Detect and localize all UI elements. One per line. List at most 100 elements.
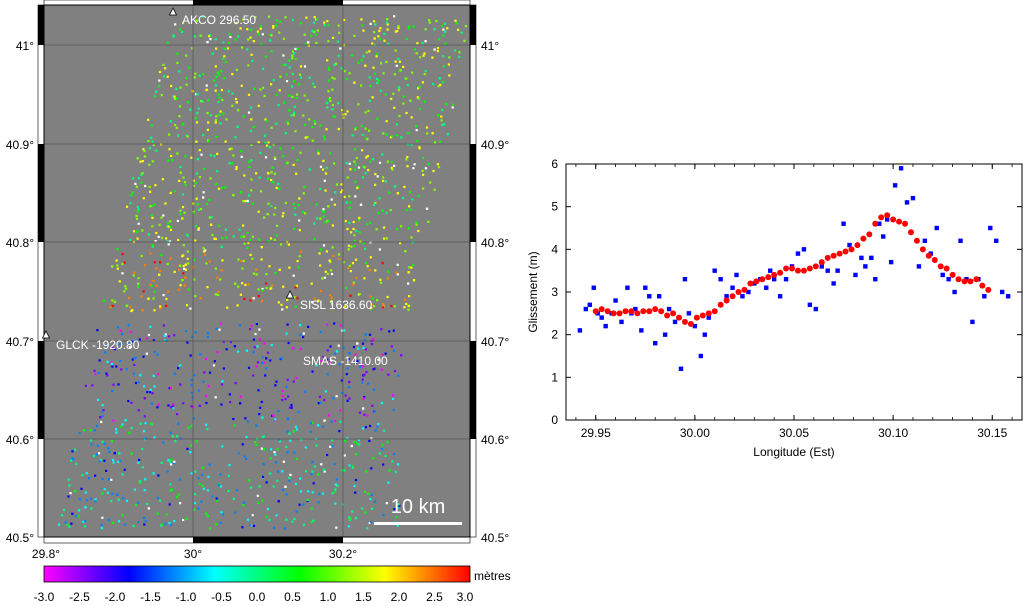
station-label-akco: AKCO 296.50	[182, 13, 256, 27]
deformation-pixel	[231, 73, 234, 76]
deformation-pixel	[220, 245, 223, 248]
deformation-pixel	[202, 250, 206, 253]
deformation-pixel	[451, 106, 454, 109]
deformation-pixel	[381, 153, 384, 156]
data-point	[676, 314, 683, 321]
deformation-pixel	[272, 181, 275, 184]
deformation-pixel	[319, 124, 322, 127]
data-point	[783, 265, 790, 272]
deformation-pixel	[153, 290, 156, 293]
deformation-pixel	[143, 523, 146, 526]
deformation-pixel	[102, 409, 105, 412]
deformation-pixel	[275, 380, 278, 383]
deformation-pixel	[405, 37, 408, 41]
deformation-pixel	[190, 156, 193, 159]
deformation-pixel	[149, 283, 152, 286]
x-tick-label: 30.15	[977, 426, 1007, 440]
deformation-pixel	[160, 461, 163, 464]
deformation-pixel	[331, 246, 334, 249]
data-point	[807, 302, 813, 307]
deformation-pixel	[264, 374, 267, 377]
deformation-pixel	[164, 202, 167, 205]
deformation-pixel	[264, 141, 267, 144]
deformation-pixel	[284, 201, 287, 205]
deformation-pixel	[219, 110, 222, 113]
deformation-pixel	[292, 163, 295, 166]
data-point	[591, 285, 596, 290]
deformation-pixel	[340, 379, 343, 382]
deformation-pixel	[242, 18, 245, 21]
deformation-pixel	[209, 154, 213, 157]
deformation-pixel	[417, 229, 420, 233]
deformation-pixel	[293, 296, 296, 299]
deformation-pixel	[181, 193, 185, 196]
lat-label-40-5-right: 40.5°	[481, 531, 509, 545]
deformation-pixel	[334, 191, 337, 194]
deformation-pixel	[222, 367, 225, 370]
deformation-pixel	[216, 351, 219, 354]
data-point	[873, 277, 878, 282]
deformation-pixel	[312, 482, 315, 485]
deformation-pixel	[246, 199, 249, 202]
deformation-pixel	[255, 443, 258, 446]
deformation-pixel	[250, 118, 253, 121]
deformation-pixel	[326, 106, 329, 109]
y-tick-label: 5	[551, 200, 558, 214]
deformation-pixel	[243, 455, 246, 458]
deformation-pixel	[345, 161, 348, 165]
deformation-pixel	[274, 453, 277, 456]
deformation-pixel	[161, 236, 164, 240]
deformation-pixel	[442, 80, 445, 83]
deformation-pixel	[285, 332, 288, 335]
deformation-pixel	[161, 178, 164, 181]
deformation-pixel	[261, 499, 264, 502]
deformation-pixel	[457, 28, 460, 31]
deformation-pixel	[155, 231, 158, 235]
deformation-pixel	[243, 242, 246, 245]
deformation-pixel	[57, 523, 61, 526]
deformation-pixel	[354, 517, 358, 520]
deformation-pixel	[137, 521, 140, 524]
deformation-pixel	[202, 15, 205, 18]
deformation-pixel	[190, 424, 193, 428]
deformation-pixel	[311, 470, 314, 473]
deformation-pixel	[273, 172, 276, 175]
deformation-pixel	[348, 386, 351, 389]
deformation-pixel	[162, 294, 165, 297]
deformation-pixel	[138, 480, 142, 483]
deformation-pixel	[356, 185, 360, 188]
deformation-pixel	[260, 258, 263, 261]
deformation-pixel	[384, 352, 387, 355]
deformation-pixel	[166, 262, 169, 266]
deformation-pixel	[225, 348, 228, 351]
deformation-pixel	[254, 16, 257, 19]
deformation-pixel	[125, 205, 129, 208]
deformation-pixel	[274, 418, 277, 421]
deformation-pixel	[144, 478, 147, 481]
deformation-pixel	[131, 358, 134, 361]
data-point	[830, 252, 837, 259]
deformation-pixel	[275, 461, 278, 464]
deformation-pixel	[386, 277, 389, 280]
data-point	[698, 353, 704, 359]
deformation-pixel	[278, 187, 281, 190]
deformation-pixel	[85, 499, 88, 502]
deformation-pixel	[213, 237, 216, 240]
data-point	[577, 328, 583, 333]
deformation-pixel	[394, 471, 397, 474]
deformation-pixel	[356, 342, 359, 345]
deformation-pixel	[197, 477, 200, 480]
deformation-pixel	[218, 113, 221, 116]
deformation-pixel	[275, 24, 278, 27]
deformation-pixel	[404, 250, 407, 253]
deformation-pixel	[270, 50, 273, 53]
deformation-pixel	[357, 439, 360, 442]
deformation-pixel	[369, 22, 372, 25]
deformation-pixel	[394, 30, 397, 33]
deformation-pixel	[286, 323, 289, 326]
deformation-pixel	[333, 115, 336, 118]
deformation-pixel	[368, 50, 371, 53]
deformation-pixel	[179, 383, 182, 386]
deformation-pixel	[276, 448, 279, 451]
